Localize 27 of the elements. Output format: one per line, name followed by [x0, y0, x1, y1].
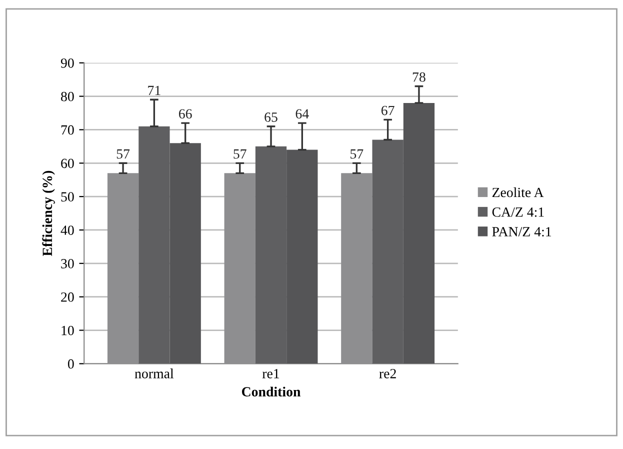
y-tick-label: 10 [62, 326, 74, 336]
y-tick-label: 40 [60, 226, 74, 235]
legend-label: Zeolite A [492, 187, 544, 198]
legend-label: PAN/Z 4:1 [492, 227, 552, 236]
data-label: 71 [148, 86, 160, 95]
x-tick-label: re1 [262, 369, 280, 378]
legend-label: CA/Z 4:1 [492, 207, 544, 217]
x-tick-label: normal [134, 368, 174, 378]
y-axis-title: Efficiency (%) [42, 170, 55, 256]
y-tick-label: 80 [61, 92, 74, 102]
y-tick-label: 60 [61, 158, 74, 168]
data-label: 64 [296, 109, 309, 119]
x-axis-title: Condition [242, 386, 301, 396]
data-label: 67 [381, 106, 394, 116]
y-tick-label: 50 [61, 192, 74, 202]
y-tick-label: 70 [61, 125, 74, 135]
data-label: 57 [116, 149, 130, 159]
data-label: 78 [412, 72, 426, 82]
y-tick-label: 90 [60, 58, 74, 68]
data-label: 65 [264, 112, 278, 122]
y-tick-label: 30 [61, 258, 74, 268]
data-label: 57 [350, 149, 364, 159]
y-tick-label: 20 [61, 292, 74, 302]
data-label: 66 [178, 109, 192, 119]
y-tick-label: 0 [68, 359, 74, 369]
x-tick-label: re2 [379, 368, 396, 378]
data-label: 57 [234, 149, 246, 159]
